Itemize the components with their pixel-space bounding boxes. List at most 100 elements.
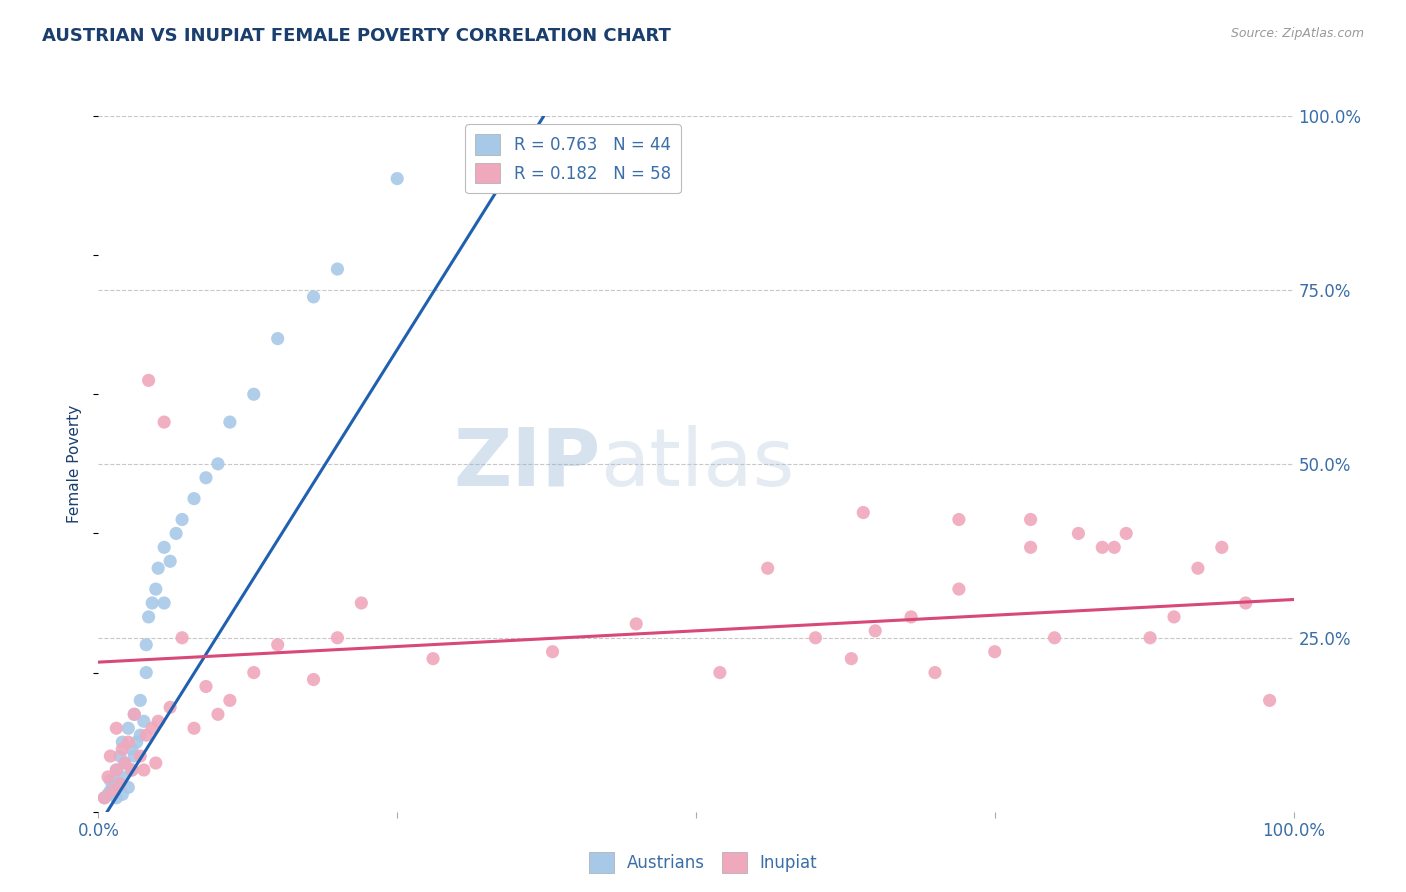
Text: Source: ZipAtlas.com: Source: ZipAtlas.com: [1230, 27, 1364, 40]
Point: [101, 784, 124, 798]
Point: [1211, 541, 1233, 555]
Point: [145, 582, 167, 596]
Point: [124, 707, 146, 722]
Point: [326, 631, 349, 645]
Point: [863, 624, 887, 638]
Point: [541, 645, 564, 659]
Point: [141, 596, 163, 610]
Point: [1234, 596, 1257, 610]
Legend: Austrians, Inupiat: Austrians, Inupiat: [582, 846, 824, 880]
Point: [183, 491, 205, 506]
Point: [101, 780, 124, 795]
Point: [141, 721, 163, 735]
Point: [111, 770, 134, 784]
Point: [105, 763, 128, 777]
Point: [302, 673, 325, 687]
Point: [153, 415, 176, 429]
Point: [302, 290, 325, 304]
Point: [97, 788, 120, 801]
Point: [1019, 512, 1042, 526]
Point: [111, 742, 134, 756]
Point: [804, 631, 827, 645]
Point: [1019, 541, 1042, 555]
Point: [108, 777, 131, 791]
Point: [97, 770, 120, 784]
Point: [626, 616, 648, 631]
Point: [900, 610, 922, 624]
Point: [159, 554, 181, 568]
Point: [243, 665, 266, 680]
Point: [243, 387, 266, 401]
Point: [108, 749, 131, 764]
Point: [121, 763, 143, 777]
Point: [1163, 610, 1185, 624]
Point: [159, 700, 181, 714]
Point: [132, 714, 155, 729]
Point: [105, 790, 128, 805]
Point: [117, 735, 139, 749]
Point: [129, 693, 152, 707]
Point: [132, 763, 155, 777]
Point: [1043, 631, 1066, 645]
Point: [385, 171, 409, 186]
Point: [124, 707, 146, 722]
Point: [267, 332, 290, 346]
Point: [1115, 526, 1137, 541]
Point: [148, 714, 170, 729]
Point: [108, 777, 131, 791]
Point: [267, 638, 290, 652]
Point: [98, 773, 122, 788]
Legend: R = 0.763   N = 44, R = 0.182   N = 58: R = 0.763 N = 44, R = 0.182 N = 58: [465, 124, 681, 194]
Point: [852, 506, 875, 520]
Point: [207, 707, 229, 722]
Point: [117, 780, 139, 795]
Text: AUSTRIAN VS INUPIAT FEMALE POVERTY CORRELATION CHART: AUSTRIAN VS INUPIAT FEMALE POVERTY CORRE…: [42, 27, 671, 45]
Point: [165, 526, 187, 541]
Point: [93, 790, 115, 805]
Point: [1139, 631, 1161, 645]
Point: [138, 373, 160, 387]
Point: [350, 596, 373, 610]
Point: [948, 582, 970, 596]
Point: [153, 596, 176, 610]
Point: [117, 721, 139, 735]
Point: [98, 784, 122, 798]
Point: [948, 512, 970, 526]
Text: ZIP: ZIP: [453, 425, 600, 503]
Point: [841, 651, 863, 665]
Point: [219, 415, 242, 429]
Point: [114, 756, 136, 770]
Point: [105, 721, 128, 735]
Point: [194, 471, 218, 485]
Point: [138, 610, 160, 624]
Point: [984, 645, 1007, 659]
Point: [709, 665, 731, 680]
Point: [135, 638, 157, 652]
Point: [111, 788, 134, 801]
Point: [145, 756, 167, 770]
Point: [326, 262, 349, 277]
Point: [111, 735, 134, 749]
Point: [105, 763, 128, 777]
Point: [1187, 561, 1209, 575]
Point: [924, 665, 946, 680]
Point: [172, 631, 194, 645]
Point: [121, 742, 143, 756]
Point: [1091, 541, 1114, 555]
Text: atlas: atlas: [600, 425, 794, 503]
Point: [114, 756, 136, 770]
Point: [124, 749, 146, 764]
Point: [135, 665, 157, 680]
Point: [1102, 541, 1125, 555]
Point: [98, 749, 122, 764]
Point: [207, 457, 229, 471]
Point: [129, 728, 152, 742]
Point: [194, 680, 218, 694]
Point: [172, 512, 194, 526]
Point: [129, 749, 152, 764]
Point: [125, 735, 148, 749]
Point: [183, 721, 205, 735]
Point: [148, 561, 170, 575]
Y-axis label: Female Poverty: Female Poverty: [67, 405, 83, 523]
Point: [135, 728, 157, 742]
